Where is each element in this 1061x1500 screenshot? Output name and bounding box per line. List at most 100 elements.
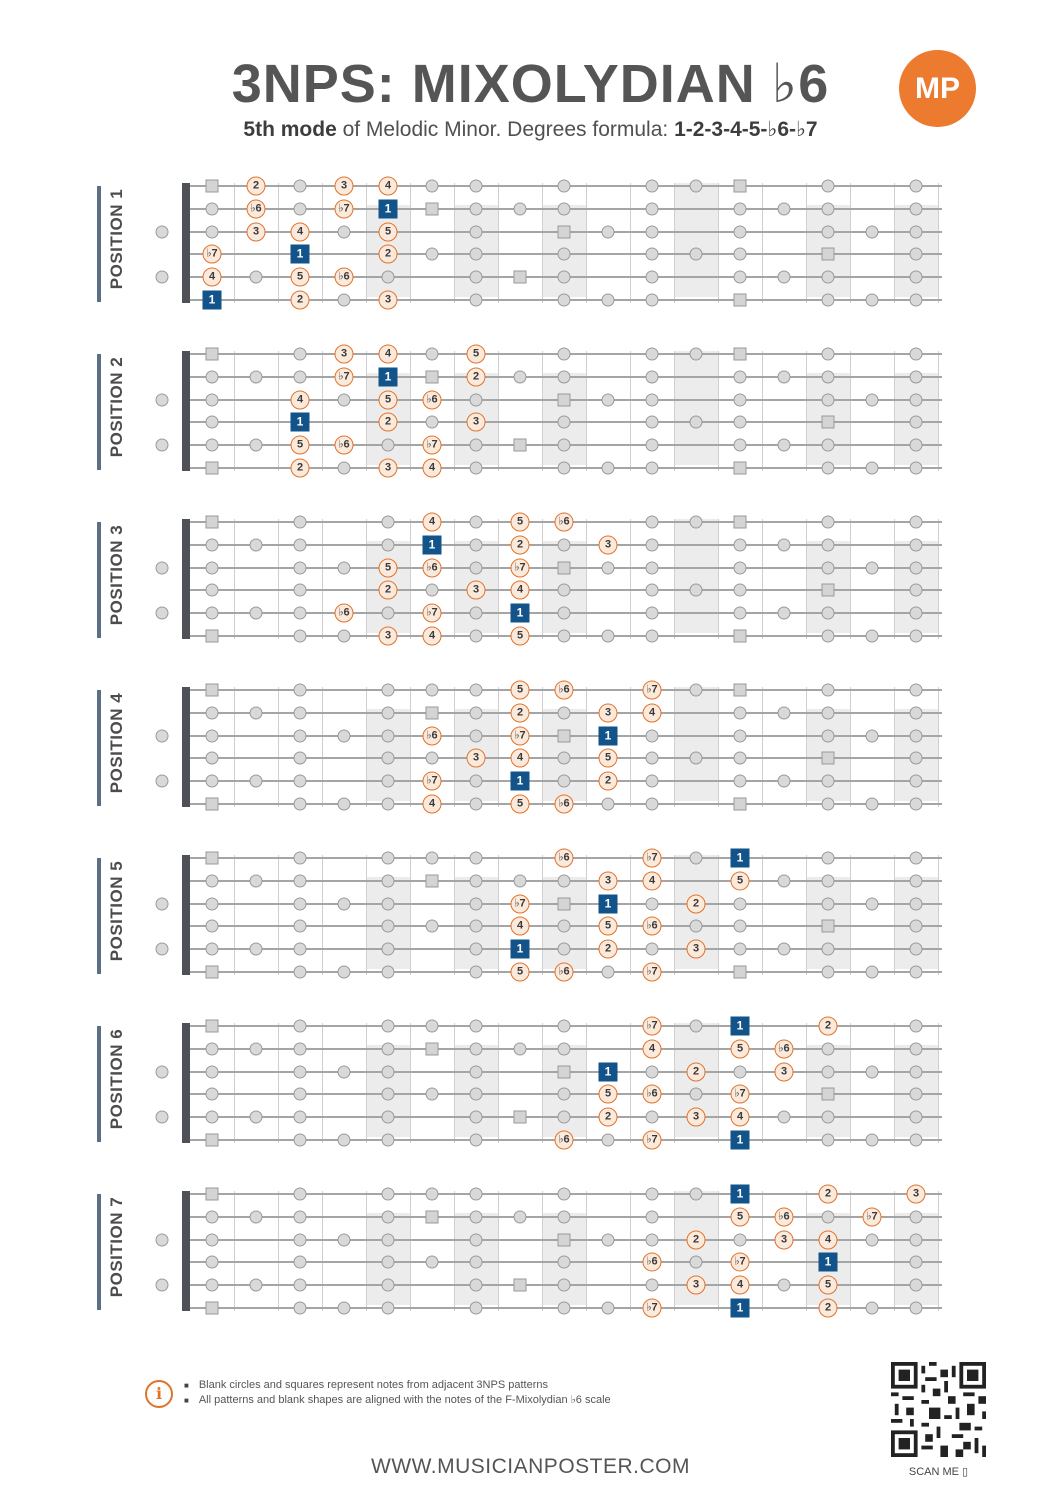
- scale-note: 5: [510, 680, 530, 700]
- fret-wire: [366, 519, 367, 639]
- adjacent-pattern-circle: [469, 874, 483, 888]
- adjacent-pattern-square: [205, 1187, 219, 1201]
- fret-wire: [498, 855, 499, 975]
- fret-wire: [322, 351, 323, 471]
- fret-wire: [674, 855, 675, 975]
- adjacent-pattern-circle: [293, 629, 307, 643]
- fret-wire: [454, 1191, 455, 1311]
- fret-wire: [762, 1191, 763, 1311]
- adjacent-pattern-circle: [425, 1187, 439, 1201]
- adjacent-pattern-circle: [249, 1278, 263, 1292]
- scale-note: 5: [466, 344, 486, 364]
- fret-wire: [806, 519, 807, 639]
- adjacent-pattern-circle: [205, 1110, 219, 1124]
- fret-wire: [762, 183, 763, 303]
- adjacent-pattern-circle: [205, 729, 219, 743]
- adjacent-pattern-circle: [557, 1042, 571, 1056]
- fret-wire: [542, 1191, 543, 1311]
- scale-note: 2: [598, 939, 618, 959]
- adjacent-pattern-circle: [557, 629, 571, 643]
- fret-wire: [542, 687, 543, 807]
- fret-wire: [454, 519, 455, 639]
- adjacent-pattern-circle: [733, 706, 747, 720]
- adjacent-pattern-circle: [909, 247, 923, 261]
- adjacent-pattern-circle: [821, 1042, 835, 1056]
- adjacent-pattern-circle: [337, 729, 351, 743]
- adjacent-pattern-circle: [425, 1255, 439, 1269]
- fretboard: 1 2 3 5 ♭6 ♭7 2 3 4 ♭6 ♭7 1 3 4 5 ♭7 1 2: [182, 1184, 942, 1318]
- adjacent-pattern-circle: [821, 683, 835, 697]
- root-note: 1: [730, 1298, 750, 1318]
- open-string-dot: [155, 225, 169, 239]
- adjacent-pattern-circle: [469, 774, 483, 788]
- fret-wire: [674, 1191, 675, 1311]
- adjacent-pattern-circle: [733, 1065, 747, 1079]
- scale-note: ♭6: [554, 794, 574, 814]
- website-url[interactable]: WWW.MUSICIANPOSTER.COM: [371, 1455, 690, 1478]
- fret-wire: [762, 687, 763, 807]
- fret-wire: [234, 687, 235, 807]
- adjacent-pattern-circle: [865, 1233, 879, 1247]
- fret-wire: [630, 687, 631, 807]
- adjacent-pattern-circle: [909, 1301, 923, 1315]
- root-note: 1: [730, 848, 750, 868]
- adjacent-pattern-circle: [865, 293, 879, 307]
- adjacent-pattern-circle: [865, 225, 879, 239]
- adjacent-pattern-circle: [601, 225, 615, 239]
- adjacent-pattern-circle: [469, 1110, 483, 1124]
- fret-wire: [542, 1023, 543, 1143]
- adjacent-pattern-circle: [909, 415, 923, 429]
- adjacent-pattern-circle: [865, 1133, 879, 1147]
- adjacent-pattern-circle: [205, 1278, 219, 1292]
- fret-wire: [718, 855, 719, 975]
- adjacent-pattern-circle: [909, 629, 923, 643]
- position-label-bar: [97, 522, 101, 638]
- adjacent-pattern-square: [733, 515, 747, 529]
- adjacent-pattern-circle: [469, 683, 483, 697]
- adjacent-pattern-circle: [469, 729, 483, 743]
- adjacent-pattern-circle: [469, 1187, 483, 1201]
- adjacent-pattern-circle: [205, 538, 219, 552]
- scale-note: 3: [334, 344, 354, 364]
- adjacent-pattern-circle: [205, 370, 219, 384]
- adjacent-pattern-circle: [909, 1087, 923, 1101]
- adjacent-pattern-circle: [645, 583, 659, 597]
- adjacent-pattern-circle: [645, 561, 659, 575]
- fret-wire: [938, 855, 939, 975]
- position-label-bar: [97, 858, 101, 974]
- fret-wire: [630, 519, 631, 639]
- qr-code-icon[interactable]: [891, 1362, 986, 1457]
- adjacent-pattern-circle: [601, 1301, 615, 1315]
- adjacent-pattern-square: [733, 179, 747, 193]
- scale-note: ♭6: [774, 1207, 794, 1227]
- adjacent-pattern-circle: [293, 347, 307, 361]
- adjacent-pattern-circle: [205, 751, 219, 765]
- adjacent-pattern-circle: [557, 942, 571, 956]
- position-label-text: POSITION 1: [107, 188, 126, 290]
- scale-note: ♭7: [642, 680, 662, 700]
- adjacent-pattern-circle: [293, 774, 307, 788]
- adjacent-pattern-circle: [733, 270, 747, 284]
- footer-notes: Blank circles and squares represent note…: [184, 1378, 611, 1408]
- adjacent-pattern-circle: [469, 919, 483, 933]
- adjacent-pattern-circle: [337, 393, 351, 407]
- adjacent-pattern-circle: [469, 1210, 483, 1224]
- subtitle-text: of Melodic Minor. Degrees formula:: [336, 118, 675, 141]
- adjacent-pattern-circle: [909, 751, 923, 765]
- adjacent-pattern-circle: [733, 370, 747, 384]
- position-label-bar: [97, 354, 101, 470]
- adjacent-pattern-circle: [513, 202, 527, 216]
- adjacent-pattern-square: [557, 1233, 571, 1247]
- fret-wire: [806, 1023, 807, 1143]
- adjacent-pattern-circle: [689, 683, 703, 697]
- adjacent-pattern-circle: [821, 225, 835, 239]
- scale-note: ♭6: [774, 1039, 794, 1059]
- scale-note: 5: [818, 1275, 838, 1295]
- fret-wire: [410, 1023, 411, 1143]
- root-note: 1: [290, 244, 310, 264]
- adjacent-pattern-circle: [513, 1042, 527, 1056]
- adjacent-pattern-circle: [601, 1233, 615, 1247]
- adjacent-pattern-circle: [557, 1301, 571, 1315]
- position-label: POSITION 7: [97, 1194, 131, 1310]
- fret-wire: [234, 519, 235, 639]
